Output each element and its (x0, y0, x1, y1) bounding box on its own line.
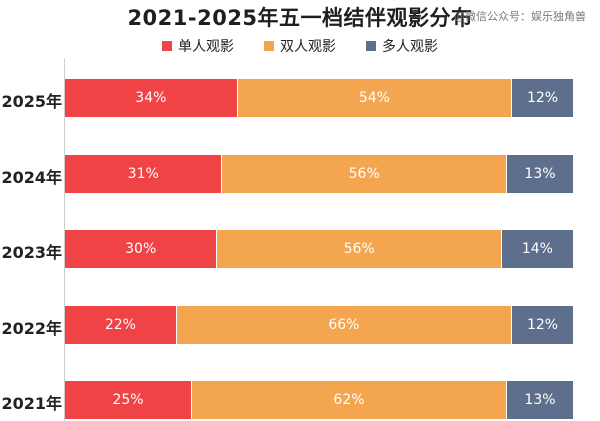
legend-label-solo: 单人观影 (178, 39, 234, 55)
legend-label-group: 多人观影 (382, 39, 438, 55)
data-label: 34% (135, 90, 167, 106)
data-label: 56% (343, 241, 375, 257)
data-label: 30% (125, 241, 157, 257)
bar-segment-couple: 62% (192, 381, 507, 419)
bar-segment-couple: 66% (176, 306, 513, 344)
data-label: 25% (112, 392, 144, 408)
bar-row: 31% 56% 13% (65, 155, 573, 193)
bar-segment-group: 13% (506, 155, 573, 193)
y-tick-label: 2025年 (1, 92, 62, 111)
bar-segment-solo: 34% (65, 79, 238, 117)
watermark: @微信公众号：娱乐独角兽 (454, 10, 586, 23)
bar-segment-solo: 31% (65, 155, 223, 193)
y-tick-label: 2022年 (1, 319, 62, 338)
bar-row: 22% 66% 12% (65, 306, 573, 344)
bar-segment-couple: 56% (217, 230, 502, 268)
bar-segment-group: 12% (512, 306, 573, 344)
data-label: 13% (524, 166, 556, 182)
legend-swatch-couple (264, 41, 274, 51)
data-label: 54% (358, 90, 390, 106)
bar-segment-group: 14% (501, 230, 573, 268)
bar-segment-couple: 56% (222, 155, 507, 193)
bar-segment-group: 12% (512, 79, 573, 117)
legend-item-couple: 双人观影 (264, 36, 336, 56)
bar-segment-solo: 25% (65, 381, 192, 419)
bar-row: 34% 54% 12% (65, 79, 573, 117)
data-label: 12% (526, 317, 559, 333)
legend: 单人观影 双人观影 多人观影 (0, 36, 600, 56)
bar-segment-solo: 22% (65, 306, 177, 344)
data-label: 13% (524, 392, 556, 408)
data-label: 22% (104, 317, 136, 333)
bar-segment-couple: 54% (237, 79, 513, 117)
bar-row: 30% 56% 14% (65, 230, 573, 268)
chart-title: 2021-2025年五一档结伴观影分布 (127, 6, 473, 30)
data-label: 62% (333, 392, 365, 408)
data-label: 14% (521, 241, 553, 257)
data-label: 56% (348, 166, 380, 182)
data-label: 31% (127, 166, 159, 182)
y-tick-label: 2023年 (1, 243, 62, 262)
legend-swatch-group (366, 41, 376, 51)
bar-segment-solo: 30% (65, 230, 218, 268)
data-label: 12% (526, 90, 559, 106)
legend-label-couple: 双人观影 (280, 39, 336, 55)
legend-item-solo: 单人观影 (162, 36, 234, 56)
y-tick-label: 2021年 (1, 394, 62, 413)
legend-swatch-solo (162, 41, 172, 51)
bar-row: 25% 62% 13% (65, 381, 573, 419)
bar-segment-group: 13% (506, 381, 573, 419)
y-tick-label: 2024年 (1, 168, 62, 187)
y-axis-line (64, 58, 65, 421)
data-label: 66% (328, 317, 360, 333)
legend-item-group: 多人观影 (366, 36, 438, 56)
